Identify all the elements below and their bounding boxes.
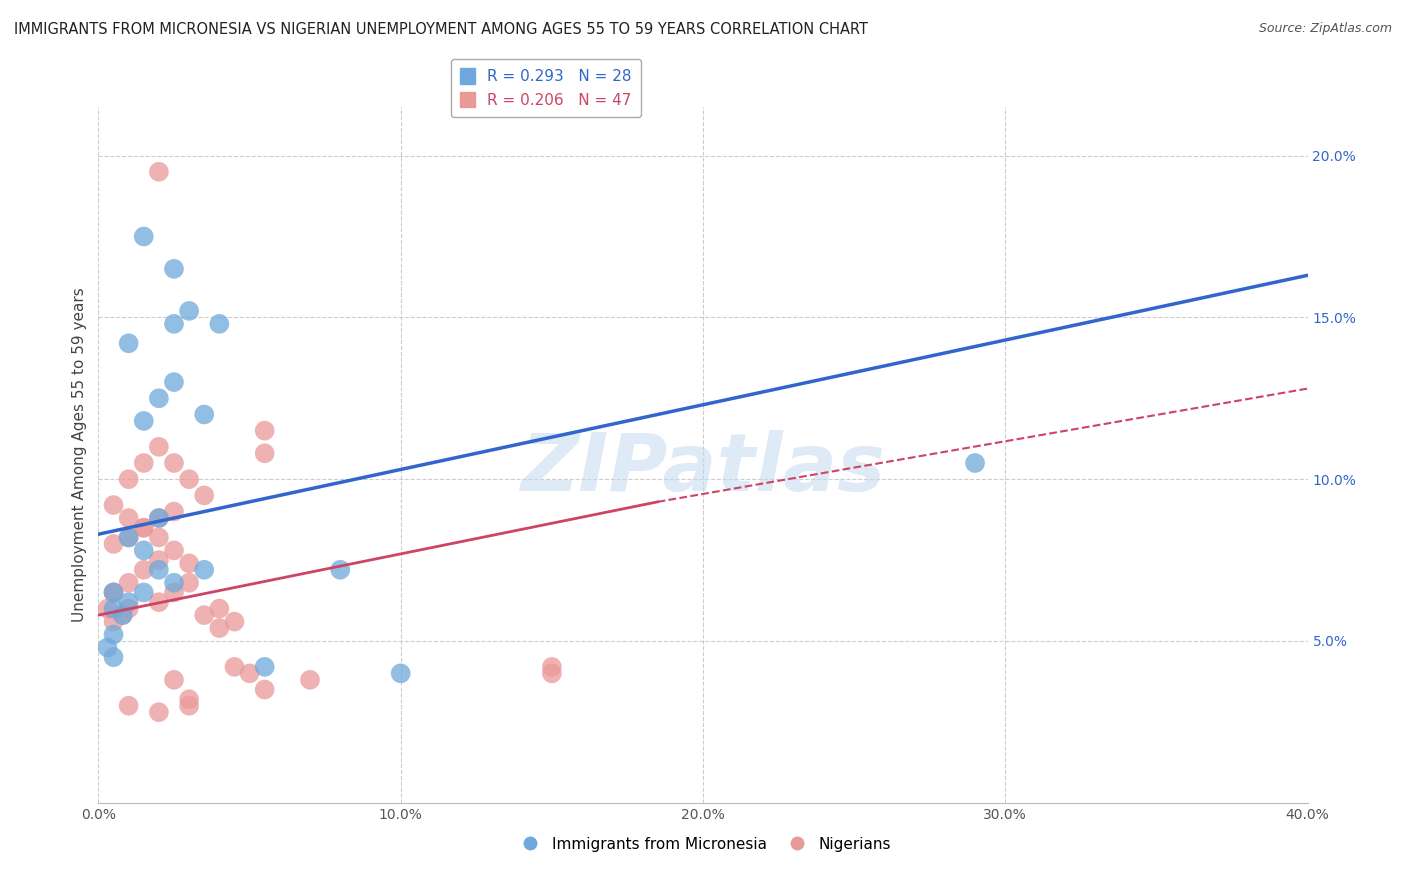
Point	[132, 543, 155, 558]
Point	[111, 608, 134, 623]
Point	[103, 585, 125, 599]
Text: IMMIGRANTS FROM MICRONESIA VS NIGERIAN UNEMPLOYMENT AMONG AGES 55 TO 59 YEARS CO: IMMIGRANTS FROM MICRONESIA VS NIGERIAN U…	[14, 22, 868, 37]
Point	[96, 640, 118, 655]
Point	[253, 682, 276, 697]
Point	[148, 165, 170, 179]
Point	[193, 563, 215, 577]
Point	[132, 521, 155, 535]
Text: ZIPatlas: ZIPatlas	[520, 430, 886, 508]
Point	[163, 543, 186, 558]
Point	[163, 673, 186, 687]
Point	[118, 595, 141, 609]
Point	[118, 698, 141, 713]
Point	[299, 673, 322, 687]
Point	[163, 261, 186, 276]
Point	[208, 621, 231, 635]
Point	[253, 424, 276, 438]
Point	[253, 446, 276, 460]
Point	[132, 521, 155, 535]
Point	[118, 336, 141, 351]
Point	[163, 317, 186, 331]
Point	[148, 511, 170, 525]
Point	[239, 666, 262, 681]
Point	[96, 601, 118, 615]
Point	[118, 601, 141, 615]
Point	[208, 601, 231, 615]
Point	[179, 557, 201, 571]
Point	[193, 408, 215, 422]
Point	[179, 698, 201, 713]
Point	[103, 627, 125, 641]
Point	[103, 601, 125, 615]
Point	[118, 575, 141, 590]
Point	[179, 575, 201, 590]
Point	[208, 317, 231, 331]
Legend: Immigrants from Micronesia, Nigerians: Immigrants from Micronesia, Nigerians	[509, 830, 897, 858]
Point	[193, 608, 215, 623]
Point	[193, 488, 215, 502]
Point	[148, 563, 170, 577]
Point	[118, 472, 141, 486]
Point	[148, 553, 170, 567]
Point	[132, 585, 155, 599]
Point	[132, 229, 155, 244]
Point	[148, 531, 170, 545]
Point	[118, 511, 141, 525]
Point	[540, 660, 562, 674]
Point	[224, 660, 246, 674]
Point	[163, 456, 186, 470]
Point	[111, 608, 134, 623]
Point	[163, 504, 186, 518]
Point	[224, 615, 246, 629]
Point	[103, 498, 125, 512]
Point	[540, 666, 562, 681]
Point	[103, 585, 125, 599]
Point	[148, 440, 170, 454]
Point	[103, 537, 125, 551]
Point	[179, 472, 201, 486]
Point	[148, 595, 170, 609]
Point	[132, 563, 155, 577]
Y-axis label: Unemployment Among Ages 55 to 59 years: Unemployment Among Ages 55 to 59 years	[72, 287, 87, 623]
Point	[103, 650, 125, 665]
Point	[179, 692, 201, 706]
Point	[163, 585, 186, 599]
Point	[148, 705, 170, 719]
Point	[118, 531, 141, 545]
Point	[103, 585, 125, 599]
Point	[148, 511, 170, 525]
Point	[329, 563, 352, 577]
Point	[132, 414, 155, 428]
Point	[965, 456, 987, 470]
Point	[389, 666, 412, 681]
Point	[132, 456, 155, 470]
Point	[253, 660, 276, 674]
Point	[118, 531, 141, 545]
Point	[179, 304, 201, 318]
Text: Source: ZipAtlas.com: Source: ZipAtlas.com	[1258, 22, 1392, 36]
Point	[163, 575, 186, 590]
Point	[148, 392, 170, 406]
Point	[103, 615, 125, 629]
Point	[163, 375, 186, 389]
